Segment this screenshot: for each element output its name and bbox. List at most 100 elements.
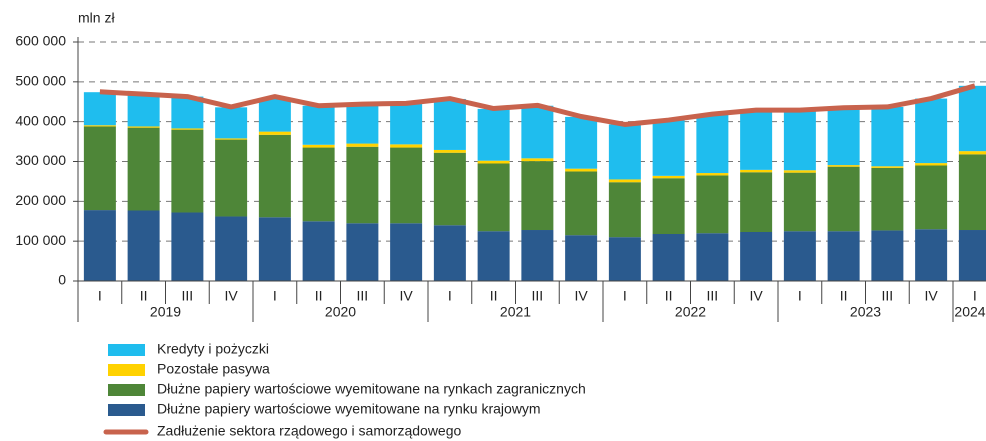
bar-segment <box>608 237 641 281</box>
bar-segment <box>171 129 204 213</box>
bar-segment <box>827 231 860 281</box>
bar-segment <box>215 107 248 139</box>
bar-segment <box>477 163 510 232</box>
x-tick-label: IV <box>750 288 764 304</box>
bar-segment <box>433 225 466 281</box>
bar-segment <box>302 144 335 148</box>
legend-label: Dłużne papiery wartościowe wyemitowane n… <box>157 401 541 417</box>
bar-segment <box>915 229 948 281</box>
bar-segment <box>258 217 291 281</box>
x-group-label: 2019 <box>150 304 181 320</box>
legend-swatch <box>108 364 145 376</box>
legend-swatch <box>108 404 145 416</box>
bar-segment <box>83 210 116 281</box>
x-tick-label: III <box>707 288 719 304</box>
bar-segment <box>215 216 248 281</box>
bar-segment <box>477 160 510 164</box>
bar-segment <box>827 165 860 167</box>
bar-segment <box>652 119 685 176</box>
bar-segment <box>608 124 641 180</box>
x-tick-label: I <box>448 288 452 304</box>
bar-segment <box>652 178 685 234</box>
bar-segment <box>565 171 598 236</box>
bar-segment <box>83 92 116 126</box>
y-tick-label: 200 000 <box>15 192 66 208</box>
x-tick-label: I <box>273 288 277 304</box>
bar-segment <box>696 173 729 176</box>
bar-segment <box>915 98 948 164</box>
y-tick-label: 400 000 <box>15 112 66 128</box>
bar-segment <box>958 230 986 281</box>
legend-swatch <box>108 344 145 356</box>
x-group-label: 2024 <box>954 304 985 320</box>
y-tick-label: 100 000 <box>15 232 66 248</box>
bar-segment <box>565 116 598 169</box>
bar-segment <box>915 165 948 230</box>
bar-segment <box>871 230 904 281</box>
x-group-label: 2021 <box>500 304 531 320</box>
y-tick-label: 300 000 <box>15 152 66 168</box>
legend-label: Pozostałe pasywa <box>157 361 270 377</box>
x-tick-label: III <box>182 288 194 304</box>
bar-segment <box>171 212 204 281</box>
x-tick-label: II <box>665 288 673 304</box>
bar-segment <box>652 233 685 281</box>
x-tick-label: IV <box>400 288 414 304</box>
x-tick-label: I <box>623 288 627 304</box>
y-tick-label: 0 <box>58 272 66 288</box>
bar-segment <box>915 163 948 166</box>
bar-segment <box>521 161 554 231</box>
bar-segment <box>696 175 729 234</box>
x-tick-label: II <box>140 288 148 304</box>
bar-segment <box>433 152 466 226</box>
bar-segment <box>302 105 335 145</box>
bar-segment <box>783 172 816 232</box>
bar-segment <box>565 235 598 281</box>
bar-segment <box>740 232 773 281</box>
bar-segment <box>258 134 291 218</box>
x-tick-label: III <box>532 288 544 304</box>
bar-segment <box>302 147 335 222</box>
bar-segment <box>652 175 685 179</box>
bar-segment <box>433 98 466 150</box>
bar-segment <box>346 223 379 281</box>
bar-segment <box>83 126 116 211</box>
bar-segment <box>608 179 641 183</box>
x-tick-label: II <box>840 288 848 304</box>
line-series <box>99 83 976 127</box>
y-tick-label: 500 000 <box>15 73 66 89</box>
bar-segment <box>215 139 248 217</box>
bar-segment <box>783 170 816 173</box>
x-group-label: 2023 <box>850 304 881 320</box>
bar-segment <box>521 230 554 281</box>
x-tick-label: IV <box>575 288 589 304</box>
bar-segment <box>215 138 248 140</box>
bar-segment <box>346 143 379 147</box>
x-tick-label: I <box>973 288 977 304</box>
bar-segment <box>521 105 554 159</box>
bar-segment <box>958 85 986 152</box>
bar-segment <box>390 147 423 224</box>
legend-label: Kredyty i pożyczki <box>157 341 269 357</box>
bar-segment <box>390 103 423 145</box>
x-group-label: 2022 <box>675 304 706 320</box>
legend-label: Dłużne papiery wartościowe wyemitowane n… <box>157 381 586 397</box>
x-tick-label: III <box>357 288 369 304</box>
bar-segment <box>433 149 466 153</box>
bar-segment <box>696 114 729 174</box>
bar-segment <box>477 231 510 281</box>
bar-segment <box>171 96 204 129</box>
bar-segment <box>565 168 598 172</box>
bar-segment <box>783 231 816 281</box>
bar-segment <box>477 108 510 161</box>
bar-segment <box>740 110 773 170</box>
bar-segment <box>390 144 423 148</box>
bar-segment <box>83 125 116 127</box>
bar-segment <box>871 106 904 167</box>
x-tick-label: II <box>490 288 498 304</box>
x-tick-label: I <box>98 288 102 304</box>
bar-segment <box>740 172 773 233</box>
x-group-label: 2020 <box>325 304 356 320</box>
bar-segment <box>871 167 904 231</box>
bar-segment <box>521 158 554 162</box>
